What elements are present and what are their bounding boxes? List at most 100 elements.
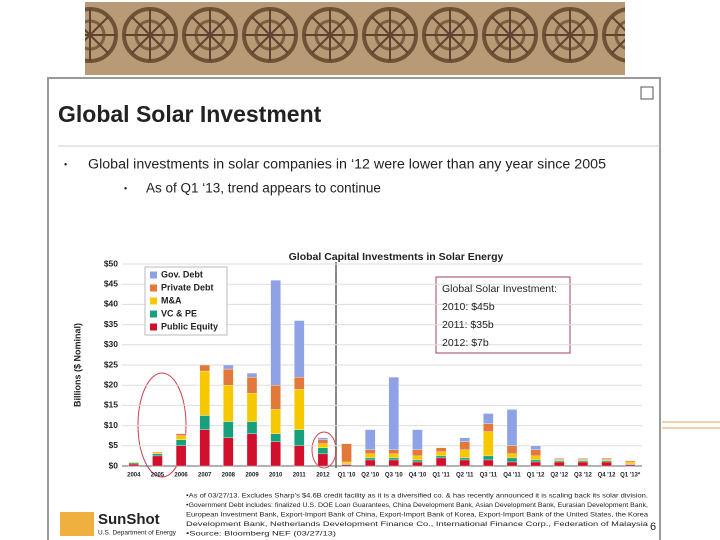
bar-segment xyxy=(223,368,234,386)
bar-segment xyxy=(506,409,518,446)
bar-segment xyxy=(152,452,163,455)
bar-segment xyxy=(199,370,210,416)
bar-segment xyxy=(246,393,258,422)
annotation-box xyxy=(435,276,571,354)
y-axis-label: Billions ($ Nominal) xyxy=(72,323,82,407)
y-tick-label: $50 xyxy=(104,258,118,268)
y-tick-label: $20 xyxy=(104,379,118,389)
bar-segment xyxy=(317,443,329,448)
bullet-dot: • xyxy=(124,183,127,193)
x-tick-label: 2004 xyxy=(127,473,141,479)
bar-segment xyxy=(388,457,399,461)
bar-segment xyxy=(317,437,329,440)
bar-segment xyxy=(530,459,541,463)
y-tick-label: $10 xyxy=(104,420,118,430)
bar-segment xyxy=(175,445,187,467)
bar-segment xyxy=(601,460,612,463)
bar-segment xyxy=(506,457,518,463)
bar-segment xyxy=(435,451,447,457)
y-tick-label: $25 xyxy=(104,359,118,369)
bar-segment xyxy=(506,453,518,459)
logo-sub: U.S. Department of Energy xyxy=(98,530,177,537)
bar-segment xyxy=(601,459,612,461)
bar-segment xyxy=(412,429,423,450)
bar-segment xyxy=(199,429,210,467)
chart-title: Global Capital Investments in Solar Ener… xyxy=(289,251,504,263)
bar-segment xyxy=(317,439,329,444)
x-tick-label: Q2 '10 xyxy=(361,473,379,479)
bar-segment xyxy=(365,453,376,459)
legend-box xyxy=(144,266,228,336)
footnote: Development Bank, Netherlands Developmen… xyxy=(186,521,649,528)
legend-label: Gov. Debt xyxy=(161,269,203,279)
bar-segment xyxy=(459,441,470,450)
bar-segment xyxy=(199,364,210,372)
y-tick-label: $5 xyxy=(109,440,119,450)
page-number: 6 xyxy=(650,521,656,533)
bar-segment xyxy=(317,453,329,467)
x-tick-label: Q1 '13* xyxy=(620,473,641,479)
bar-segment xyxy=(294,320,305,378)
bar-segment xyxy=(530,455,541,461)
x-tick-label: Q1 '11 xyxy=(432,473,450,479)
bar-segment xyxy=(530,461,541,467)
bar-segment xyxy=(459,437,470,442)
x-tick-label: Q2 '12 xyxy=(550,473,568,479)
expand-icon[interactable] xyxy=(640,86,654,100)
bar-segment xyxy=(625,461,636,465)
legend-swatch xyxy=(150,271,157,279)
legend-label: Public Equity xyxy=(161,321,218,331)
legend-swatch xyxy=(150,323,157,331)
bar-segment xyxy=(246,372,258,378)
logo: SunShot xyxy=(98,511,160,528)
highlight-circle xyxy=(137,372,187,478)
annotation-text: 2012: $7b xyxy=(442,337,489,349)
bar-segment xyxy=(459,457,470,461)
bar-segment xyxy=(270,433,281,442)
bar-segment xyxy=(294,389,305,430)
footnote: •As of 03/27/13. Excludes Sharp's $4.6B … xyxy=(186,493,648,500)
bar-segment xyxy=(554,459,565,461)
bar-segment xyxy=(128,463,139,467)
x-tick-label: Q4 '12 xyxy=(598,473,616,479)
bar-segment xyxy=(223,421,234,438)
bar-segment xyxy=(483,423,494,432)
legend-label: VC & PE xyxy=(161,308,197,318)
x-tick-label: 2012 xyxy=(316,473,330,479)
bar-segment xyxy=(365,449,376,455)
bar-segment xyxy=(223,385,234,422)
bar-segment xyxy=(577,457,589,459)
x-tick-label: 2010 xyxy=(269,473,283,479)
bar-segment xyxy=(388,453,399,459)
bar-segment xyxy=(601,461,612,467)
bar-segment xyxy=(294,429,305,446)
bullet: As of Q1 ‘13, trend appears to continue xyxy=(146,181,381,196)
bar-segment xyxy=(412,461,423,467)
bar-segment xyxy=(412,449,423,457)
bar-segment xyxy=(152,455,163,467)
logo-mark xyxy=(60,512,94,536)
x-tick-label: Q4 '11 xyxy=(503,473,521,479)
bar-segment xyxy=(341,443,352,463)
bar-segment xyxy=(625,460,636,463)
y-tick-label: $45 xyxy=(104,278,118,288)
bar-segment xyxy=(435,447,447,453)
x-tick-label: Q3 '11 xyxy=(480,473,498,479)
bar-segment xyxy=(128,462,139,465)
legend-swatch xyxy=(150,297,157,305)
bar-segment xyxy=(270,409,281,434)
legend-label: M&A xyxy=(161,295,182,305)
bar-segment xyxy=(294,376,305,390)
x-tick-label: 2007 xyxy=(198,473,212,479)
bar-segment xyxy=(341,464,352,467)
bar-segment xyxy=(601,458,612,460)
x-tick-label: Q1 '12 xyxy=(527,473,545,479)
bar-segment xyxy=(388,459,399,467)
bar-segment xyxy=(459,459,470,467)
bar-segment xyxy=(270,441,281,467)
bar-segment xyxy=(270,385,281,410)
bar-segment xyxy=(317,447,329,455)
bar-segment xyxy=(530,445,541,450)
